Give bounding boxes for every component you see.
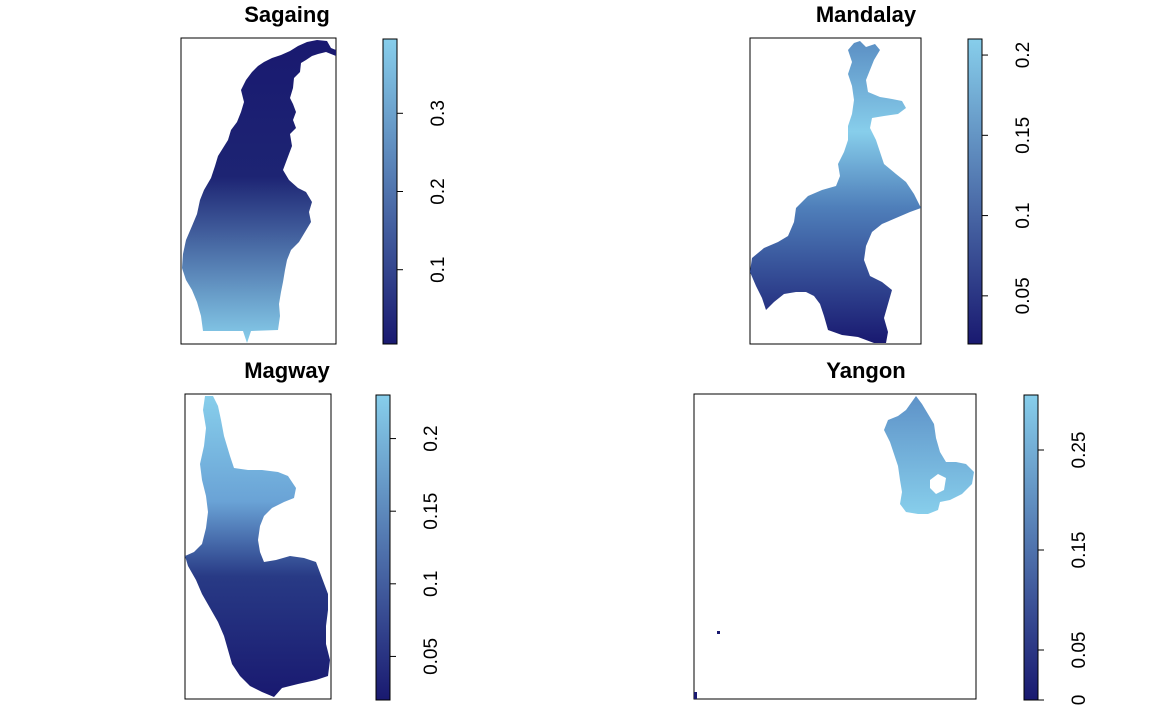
panel-magway: Magway 0.05 0.1 0.15 0.2 [184, 358, 442, 701]
legend-ticks: 0.05 0.1 0.15 0.2 [982, 42, 1034, 314]
region-magway [185, 396, 330, 697]
panel-title: Mandalay [816, 2, 917, 27]
legend-tick-label: 0.1 [421, 571, 442, 597]
legend-tick-label: 0.1 [428, 256, 449, 282]
panel-title: Yangon [826, 358, 905, 383]
legend-tick-label: 0.05 [421, 638, 442, 675]
region-sagaing [182, 40, 336, 343]
legend-tick-label: 0.15 [421, 493, 442, 530]
region-yangon [884, 396, 974, 514]
legend-colorbar [1023, 394, 1039, 701]
map-frame [180, 37, 337, 345]
legend-tick-label: 0.2 [421, 425, 442, 451]
map-frame [184, 393, 332, 700]
panel-yangon: Yangon 0 0.05 0.15 0.25 [693, 358, 1090, 706]
legend-tick-label: 0 [1069, 695, 1090, 706]
region-pixel [694, 692, 697, 699]
legend-colorbar [382, 38, 398, 345]
legend-tick-label: 0.15 [1013, 117, 1034, 154]
legend-ticks: 0 0.05 0.15 0.25 [1038, 432, 1090, 706]
legend-tick-label: 0.1 [1013, 202, 1034, 228]
legend-tick-label: 0.25 [1069, 432, 1090, 469]
panel-sagaing: Sagaing 0.1 0.2 0.3 [180, 2, 449, 345]
legend-tick-label: 0.15 [1069, 532, 1090, 569]
region-hole [930, 474, 946, 494]
panel-title: Sagaing [244, 2, 330, 27]
legend-tick-label: 0.3 [428, 100, 449, 126]
legend-tick-label: 0.05 [1013, 277, 1034, 314]
legend-ticks: 0.1 0.2 0.3 [397, 100, 449, 283]
legend-tick-label: 0.2 [428, 178, 449, 204]
legend-tick-label: 0.05 [1069, 632, 1090, 669]
region-pixel [717, 631, 720, 634]
legend-colorbar [967, 38, 983, 345]
map-frame [749, 37, 922, 345]
panel-mandalay: Mandalay 0.05 0.1 0.15 0.2 [749, 2, 1034, 345]
legend-ticks: 0.05 0.1 0.15 0.2 [390, 425, 442, 675]
map-frame [693, 393, 977, 700]
legend-colorbar [375, 394, 391, 701]
region-mandalay [750, 41, 921, 343]
panel-title: Magway [244, 358, 330, 383]
legend-tick-label: 0.2 [1013, 42, 1034, 68]
